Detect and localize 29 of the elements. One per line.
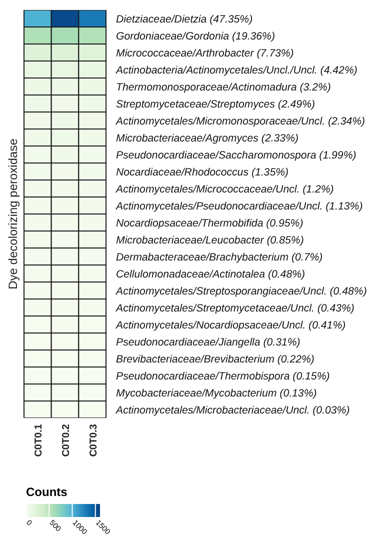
- y-tick-label: Dietziaceae/Dietzia (47.35%): [116, 14, 253, 26]
- x-tick-label: C0T0.2: [61, 424, 72, 457]
- y-tick-label: Actinomycetales/Streptomycetaceae/Uncl. (0.43%): [115, 302, 354, 314]
- y-tick-label: Thermomonosporaceae/Actinomadura (3.2%): [116, 82, 331, 94]
- y-tick-label: Pseudonocardiaceae/Saccharomonospora (1.99%): [116, 150, 356, 162]
- y-tick-label: Micrococcaceae/Arthrobacter (7.73%): [116, 48, 294, 60]
- x-tick-label: C0T0.1: [34, 424, 45, 457]
- y-tick-label: Microbacteriaceae/Agromyces (2.33%): [116, 132, 299, 144]
- y-tick-label: Brevibacteriaceae/Brevibacterium (0.22%): [116, 354, 314, 366]
- y-tick-label: Nocardiaceae/Rhodococcus (1.35%): [116, 166, 289, 178]
- y-tick-label: Actinomycetales/Nocardiopsaceae/Uncl. (0.41%): [115, 320, 346, 332]
- color-bar-title: Counts: [26, 485, 68, 499]
- y-tick-label: Actinomycetales/Microbacteriaceae/Uncl. (0.03%): [115, 404, 350, 416]
- y-tick-label: Nocardiopsaceae/Thermobifida (0.95%): [116, 218, 304, 230]
- y-tick-label: Streptomycetaceae/Streptomyces (2.49%): [116, 98, 316, 110]
- x-tick-label: C0T0.3: [88, 424, 100, 457]
- y-tick-label: Actinomycetales/Micromonosporaceae/Uncl. (2.34%): [115, 116, 366, 128]
- y-tick-label: Actinomycetales/Streptosporangiaceae/Uncl. (0.48%): [115, 286, 367, 298]
- y-tick-label: Pseudonocardiaceae/Jiangella (0.31%): [116, 336, 300, 348]
- y-tick-label: Dermabacteraceae/Brachybacterium (0.7%): [116, 252, 323, 264]
- y-tick-label: Microbacteriaceae/Leucobacter (0.85%): [116, 234, 304, 246]
- y-tick-label: Mycobacteriaceae/Mycobacterium (0.13%): [116, 388, 317, 400]
- y-tick-label: Pseudonocardiaceae/Thermobispora (0.15%): [116, 370, 330, 382]
- y-tick-label: Actinomycetales/Pseudonocardiaceae/Uncl. (1.13%): [115, 200, 363, 212]
- y-tick-label: Gordoniaceae/Gordonia (19.36%): [116, 30, 276, 42]
- y-axis-title: Dye decolorizing peroxidase: [6, 138, 20, 290]
- y-tick-label: Actinobacteria/Actinomycetales/Uncl./Uncl. (4.42%): [115, 64, 358, 76]
- y-tick-label: Cellulomonadaceae/Actinotalea (0.48%): [116, 268, 306, 280]
- y-tick-label: Actinomycetales/Micrococcaceae/Uncl. (1.2%): [115, 184, 334, 196]
